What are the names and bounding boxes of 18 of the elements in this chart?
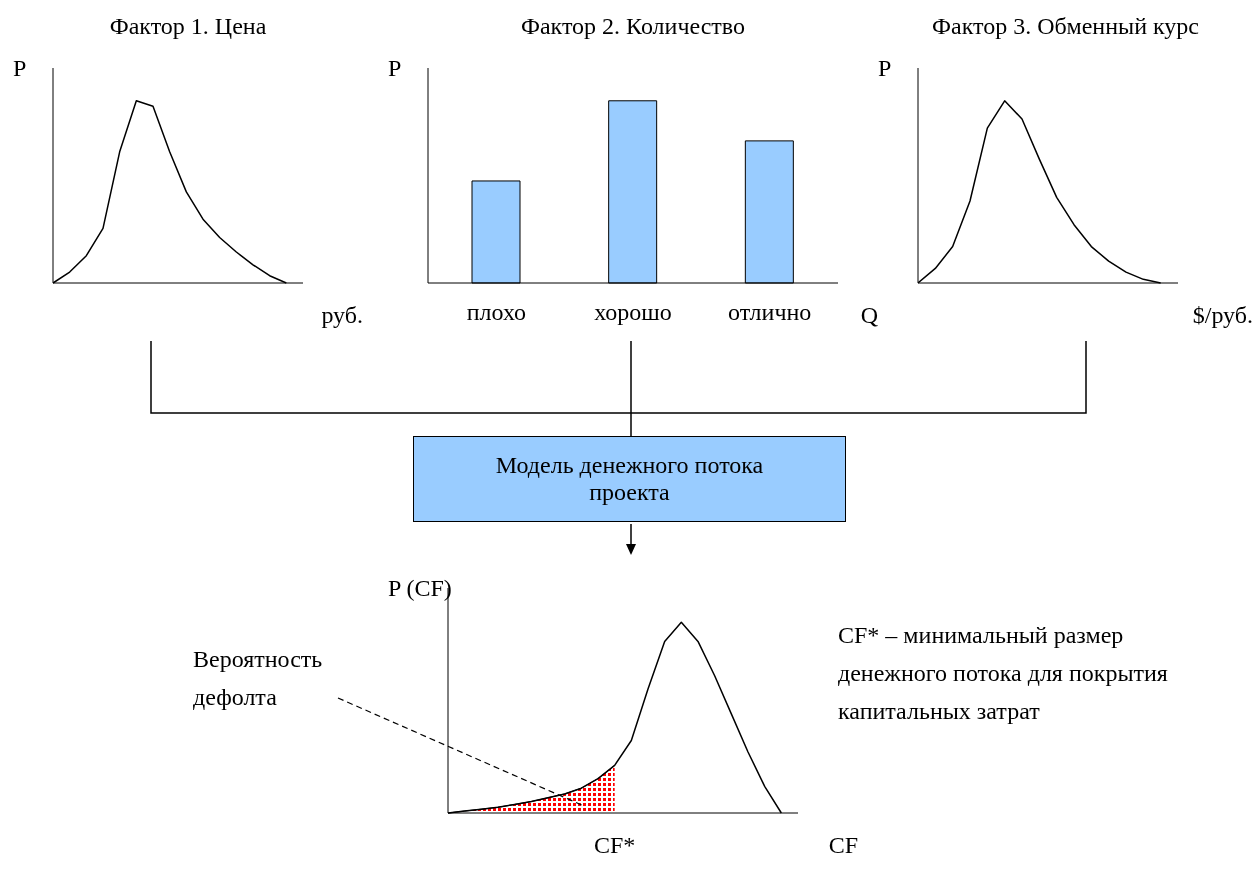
x-tick-label: отлично xyxy=(728,299,812,326)
x-tick-label: хорошо xyxy=(594,299,672,326)
y-axis-title: P xyxy=(878,55,892,82)
chart-title: Фактор 1. Цена xyxy=(108,13,268,41)
x-axis-title: Q xyxy=(860,302,878,329)
text: Модель денежного потока проекта xyxy=(494,452,765,506)
chart-title: Фактор 2. Количество xyxy=(519,13,747,41)
x-tick-label: плохо xyxy=(466,299,526,326)
x-axis-title: $/руб. xyxy=(1192,302,1253,329)
y-axis-title: P xyxy=(13,55,27,82)
x-axis-title: руб. xyxy=(321,302,363,329)
text: CF* – минимальный размер денежного потока для покрытия капитальных затрат xyxy=(838,621,1168,726)
chart-title: Фактор 3. Обменный курс xyxy=(931,13,1200,41)
y-axis-title: P xyxy=(388,55,402,82)
y-axis-title: P (CF) xyxy=(388,575,452,602)
x-axis-title: CF xyxy=(828,832,858,859)
text: CF* xyxy=(593,832,636,858)
text: Вероятность дефолта xyxy=(193,645,324,712)
